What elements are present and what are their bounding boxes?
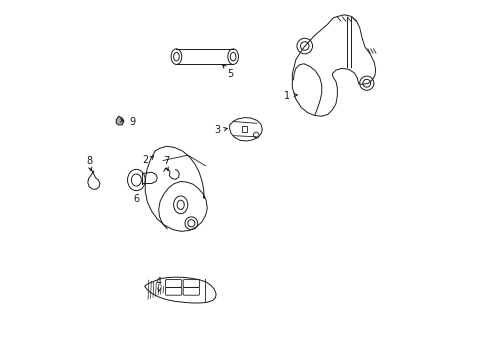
Bar [242,126,247,132]
Text: 3: 3 [214,125,220,135]
Text: 6: 6 [133,194,139,204]
Text: 1: 1 [284,91,290,101]
Text: 5: 5 [227,69,233,80]
Text: 7: 7 [163,156,168,166]
Text: 8: 8 [86,156,92,166]
Text: 9: 9 [129,117,135,126]
Text: 4: 4 [155,277,162,287]
Text: 2: 2 [142,155,148,165]
Polygon shape [116,116,124,125]
